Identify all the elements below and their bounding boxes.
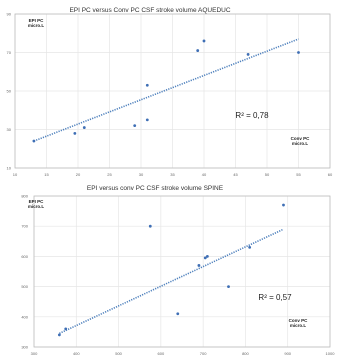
data-point bbox=[202, 39, 206, 43]
x-tick-label: 60 bbox=[328, 172, 333, 177]
data-point bbox=[227, 285, 230, 288]
data-point bbox=[82, 126, 86, 129]
y-axis-label: EPI PC bbox=[29, 199, 45, 204]
y-tick-label: 300 bbox=[21, 345, 28, 350]
data-point bbox=[64, 327, 68, 331]
x-axis-label: Conv PC bbox=[289, 318, 309, 323]
chart-title: EPI PC versus Conv PC CSF stroke volume … bbox=[69, 7, 230, 14]
data-point bbox=[145, 83, 149, 87]
x-tick-label: 900 bbox=[284, 351, 291, 356]
plot-frame bbox=[33, 195, 331, 348]
x-tick-label: 15 bbox=[44, 172, 49, 177]
trendline bbox=[59, 228, 284, 335]
x-axis-label: micro.L bbox=[292, 141, 309, 146]
data-point bbox=[248, 245, 252, 249]
x-tick-label: 30 bbox=[139, 172, 144, 177]
y-tick-label: 70 bbox=[7, 50, 12, 55]
data-point bbox=[148, 224, 152, 228]
plot-frame bbox=[14, 13, 331, 169]
x-axis-label: Conv PC bbox=[291, 136, 311, 141]
x-tick-label: 20 bbox=[76, 172, 81, 177]
data-point bbox=[145, 118, 149, 122]
y-tick-label: 90 bbox=[7, 12, 12, 17]
y-axis-label: micro.L bbox=[28, 23, 45, 28]
x-tick-label: 50 bbox=[265, 172, 270, 177]
data-point bbox=[297, 51, 300, 54]
chart-panel-1: 10 30 50 70 90 10 15 20 25 30 35 40 45 50 55 60 EPI PC v… bbox=[7, 7, 333, 177]
y-tick-label: 800 bbox=[21, 194, 28, 199]
x-tick-label: 600 bbox=[158, 351, 165, 356]
data-point bbox=[176, 312, 180, 316]
x-tick-label: 700 bbox=[200, 351, 207, 356]
y-axis-label: EPI PC bbox=[29, 18, 45, 23]
y-tick-label: 10 bbox=[7, 166, 12, 171]
data-point bbox=[205, 255, 209, 258]
data-point bbox=[133, 124, 137, 128]
x-tick-label: 10 bbox=[13, 172, 18, 177]
x-tick-label: 25 bbox=[107, 172, 112, 177]
r-squared-label: R² = 0,78 bbox=[235, 111, 269, 120]
data-point bbox=[196, 49, 200, 52]
x-axis-label: micro.L bbox=[290, 323, 307, 328]
x-tick-label: 55 bbox=[296, 172, 301, 177]
x-tick-label: 300 bbox=[31, 351, 38, 356]
chart-panel-2: 300 400 500 600 700 800 300 400 500 600 700 800 900 1… bbox=[21, 185, 335, 356]
data-point bbox=[32, 139, 36, 143]
x-tick-label: 40 bbox=[202, 172, 207, 177]
y-tick-label: 400 bbox=[21, 314, 28, 319]
data-point bbox=[197, 264, 201, 267]
y-axis-label: micro.L bbox=[28, 204, 45, 209]
data-point bbox=[282, 203, 285, 207]
chart-title: EPI versus conv PC CSF stroke volume SPI… bbox=[87, 185, 224, 192]
x-tick-label: 35 bbox=[170, 172, 175, 177]
data-point bbox=[246, 53, 250, 56]
data-point bbox=[73, 131, 77, 135]
x-tick-label: 1000 bbox=[326, 351, 336, 356]
y-tick-label: 700 bbox=[21, 224, 28, 229]
data-point bbox=[203, 256, 207, 260]
y-tick-label: 30 bbox=[7, 127, 12, 132]
r-squared-label: R² = 0,57 bbox=[258, 293, 292, 302]
data-point bbox=[57, 333, 61, 337]
y-tick-label: 500 bbox=[21, 284, 28, 289]
y-tick-label: 600 bbox=[21, 254, 28, 259]
trendline bbox=[33, 38, 299, 142]
x-tick-label: 400 bbox=[73, 351, 80, 356]
y-tick-label: 50 bbox=[7, 89, 12, 94]
x-tick-label: 800 bbox=[242, 351, 249, 356]
x-tick-label: 45 bbox=[233, 172, 238, 177]
x-tick-label: 500 bbox=[115, 351, 122, 356]
